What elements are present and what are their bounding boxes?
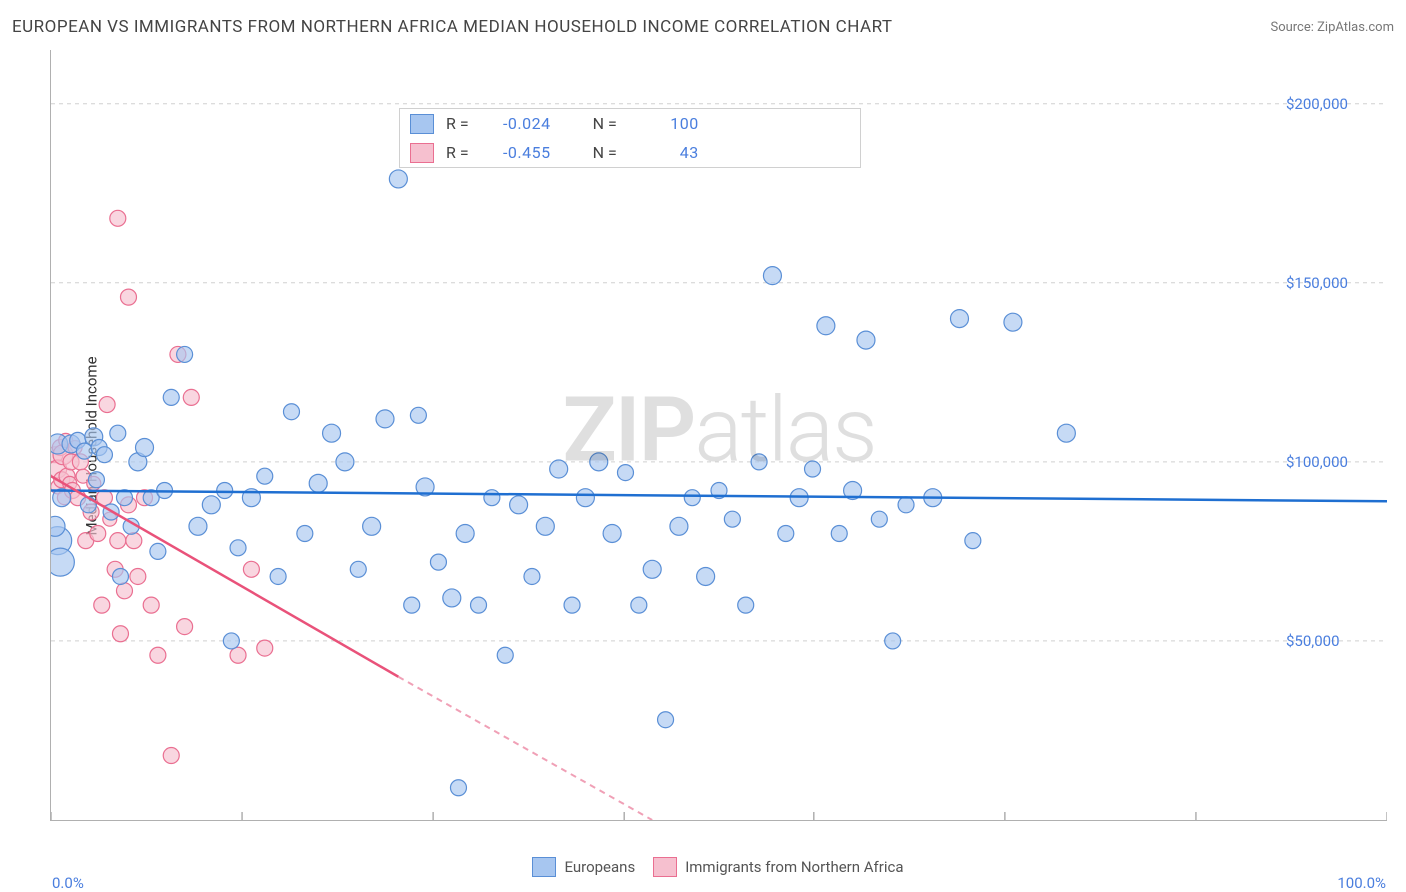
corr-row-pink: R = -0.455 N = 43 [400, 138, 860, 167]
source-label: Source: ZipAtlas.com [1270, 20, 1394, 35]
swatch-blue-icon [532, 857, 556, 877]
y-tick-label: $150,000 [1286, 274, 1388, 292]
corr-row-blue: R = -0.024 N = 100 [400, 109, 860, 138]
series-legend: Europeans Immigrants from Northern Afric… [50, 850, 1386, 884]
chart-title: EUROPEAN VS IMMIGRANTS FROM NORTHERN AFR… [12, 17, 893, 37]
y-tick-label: $50,000 [1286, 632, 1388, 650]
swatch-pink-icon [653, 857, 677, 877]
correlation-legend: R = -0.024 N = 100 R = -0.455 N = 43 [399, 108, 861, 168]
plot-area: ZIPatlas R = -0.024 N = 100 R = -0.455 N… [50, 50, 1387, 821]
y-tick-label: $100,000 [1286, 453, 1388, 471]
swatch-blue [410, 114, 434, 134]
y-tick-label: $200,000 [1286, 95, 1388, 113]
legend-pink: Immigrants from Northern Africa [653, 857, 903, 877]
legend-blue: Europeans [532, 857, 635, 877]
swatch-pink [410, 143, 434, 163]
